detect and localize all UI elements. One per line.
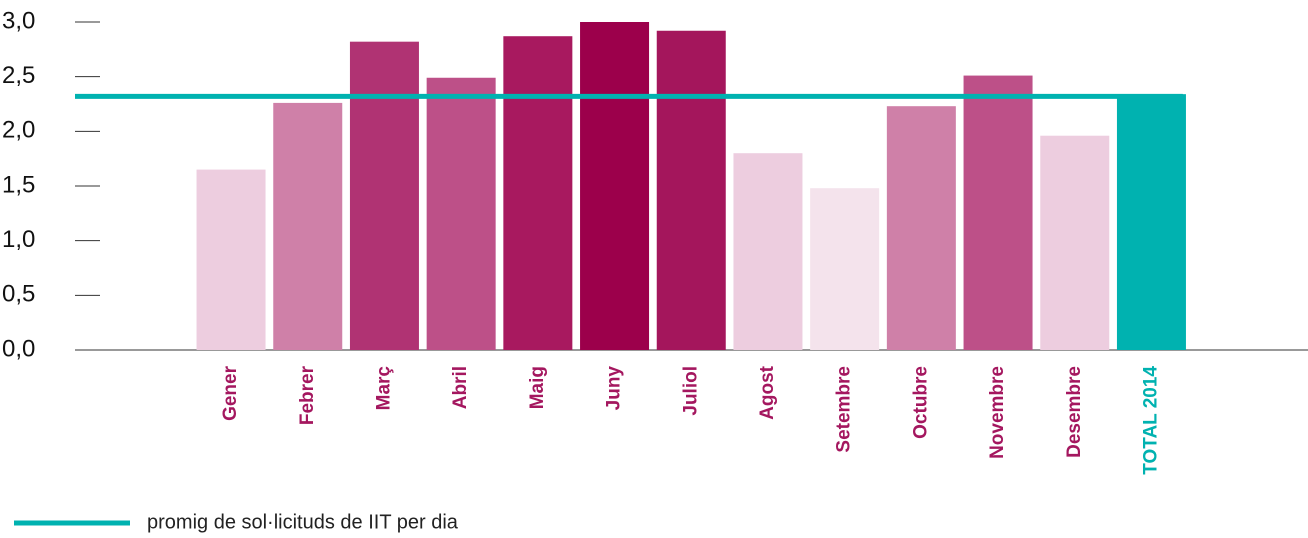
x-tick-label: Setembre — [834, 366, 855, 453]
bar — [503, 36, 573, 351]
y-tick-label: 0,0 — [2, 335, 35, 362]
y-tick-label: 2,5 — [2, 62, 35, 89]
bar — [1116, 94, 1186, 350]
x-tick-label: Agost — [757, 365, 778, 420]
x-tick-label: Juny — [604, 366, 625, 411]
x-tick-label: TOTAL 2014 — [1140, 366, 1161, 475]
bar — [349, 41, 419, 351]
x-tick-label: Octubre — [910, 366, 931, 439]
y-tick-label: 1,5 — [2, 171, 35, 198]
bar — [196, 169, 266, 350]
x-tick-label: Maig — [527, 366, 548, 409]
x-tick-label: Juliol — [680, 366, 701, 416]
bar — [733, 153, 803, 350]
legend-label: promig de sol·licituds de IIT per dia — [147, 511, 459, 533]
bar — [886, 106, 956, 350]
x-tick-label: Abril — [450, 366, 471, 409]
y-tick-label: 0,5 — [2, 281, 35, 308]
bar — [810, 188, 880, 350]
y-tick-label: 2,0 — [2, 117, 35, 144]
bar — [426, 77, 496, 350]
bar — [273, 102, 343, 350]
y-tick-label: 1,0 — [2, 226, 35, 253]
x-tick-label: Febrer — [297, 365, 318, 425]
bar — [580, 22, 650, 350]
bar — [963, 75, 1033, 350]
x-tick-label: Gener — [220, 365, 241, 421]
y-tick-label: 3,0 — [2, 7, 35, 34]
x-tick-label: Març — [373, 366, 394, 411]
bar — [1040, 135, 1110, 350]
bar — [656, 30, 726, 350]
x-tick-label: Novembre — [987, 366, 1008, 459]
x-tick-label: Desembre — [1064, 366, 1085, 458]
